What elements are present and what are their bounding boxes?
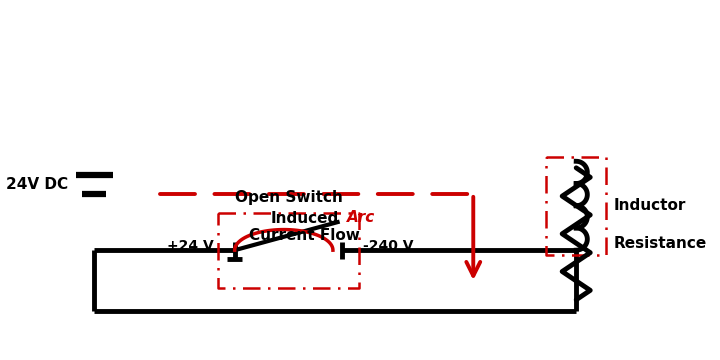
Text: -240 V: -240 V <box>363 239 413 252</box>
Text: +24 V: +24 V <box>167 239 214 252</box>
Text: Arc: Arc <box>347 210 375 225</box>
Text: Inductor: Inductor <box>613 198 686 213</box>
Text: Open Switch: Open Switch <box>235 190 343 205</box>
Text: 24V DC: 24V DC <box>6 177 68 192</box>
Text: Resistance: Resistance <box>613 236 707 251</box>
Text: Induced
Current Flow: Induced Current Flow <box>249 211 360 243</box>
